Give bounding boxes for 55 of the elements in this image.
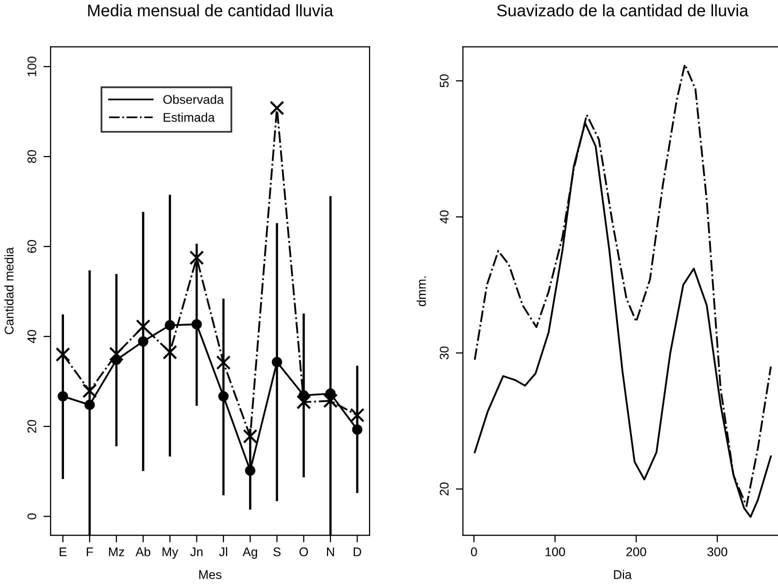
y-tick-label: 40 [440,210,449,224]
point [191,319,202,330]
y-tick-label: 20 [27,420,36,433]
x-axis-title: Mes [199,570,222,580]
point [164,320,176,330]
x-tick-label: D [354,548,362,556]
legend-label: Estimada [164,112,215,122]
point [84,400,95,410]
point [216,355,231,370]
point [242,429,258,444]
point [272,356,282,368]
x-tick-label: E [60,548,67,556]
x-tick-label: 0 [470,547,477,556]
y-tick-label: 100 [27,56,36,76]
point [352,424,362,435]
point [136,319,150,334]
point [162,344,178,360]
point [218,391,229,402]
x-tick-label: 300 [707,547,728,556]
point [56,347,70,362]
y-tick-label: 0 [27,513,36,520]
y-tick-label: 80 [27,150,36,163]
x-axis-title: Dia [614,570,632,580]
point [323,393,338,408]
y-tick-label: 50 [440,74,449,88]
x-tick-label: Ab [136,547,150,556]
point [138,336,148,347]
y-tick-label: 60 [27,240,36,253]
x-tick-label: Mz [109,548,124,556]
y-tick-label: 20 [440,482,449,496]
chart-title: Suavizado de la cantidad de lluvia [497,4,748,16]
point [58,391,68,402]
point [244,465,256,476]
y-axis-title: Cantidad media [4,247,14,334]
x-tick-label: Jl [219,547,228,556]
y-tick-label: 30 [440,346,449,360]
point [109,346,124,362]
x-tick-label: Ag [242,548,258,559]
x-tick-label: S [273,547,281,556]
x-tick-label: O [299,547,308,556]
point [296,394,312,410]
y-tick-label: 40 [27,330,36,344]
legend-label: Observada [163,94,224,104]
x-tick-label: Jn [190,548,202,556]
x-tick-label: My [162,548,178,559]
y-axis-title: dmm. [416,276,426,306]
x-tick-label: 200 [626,547,646,556]
point [189,250,204,266]
point [350,408,365,422]
point [270,100,284,116]
x-tick-label: 100 [546,547,566,556]
x-tick-label: F [86,548,93,556]
x-tick-label: N [326,548,334,556]
point [82,384,97,398]
chart-title: Media mensual de cantidad lluvia [88,4,334,16]
